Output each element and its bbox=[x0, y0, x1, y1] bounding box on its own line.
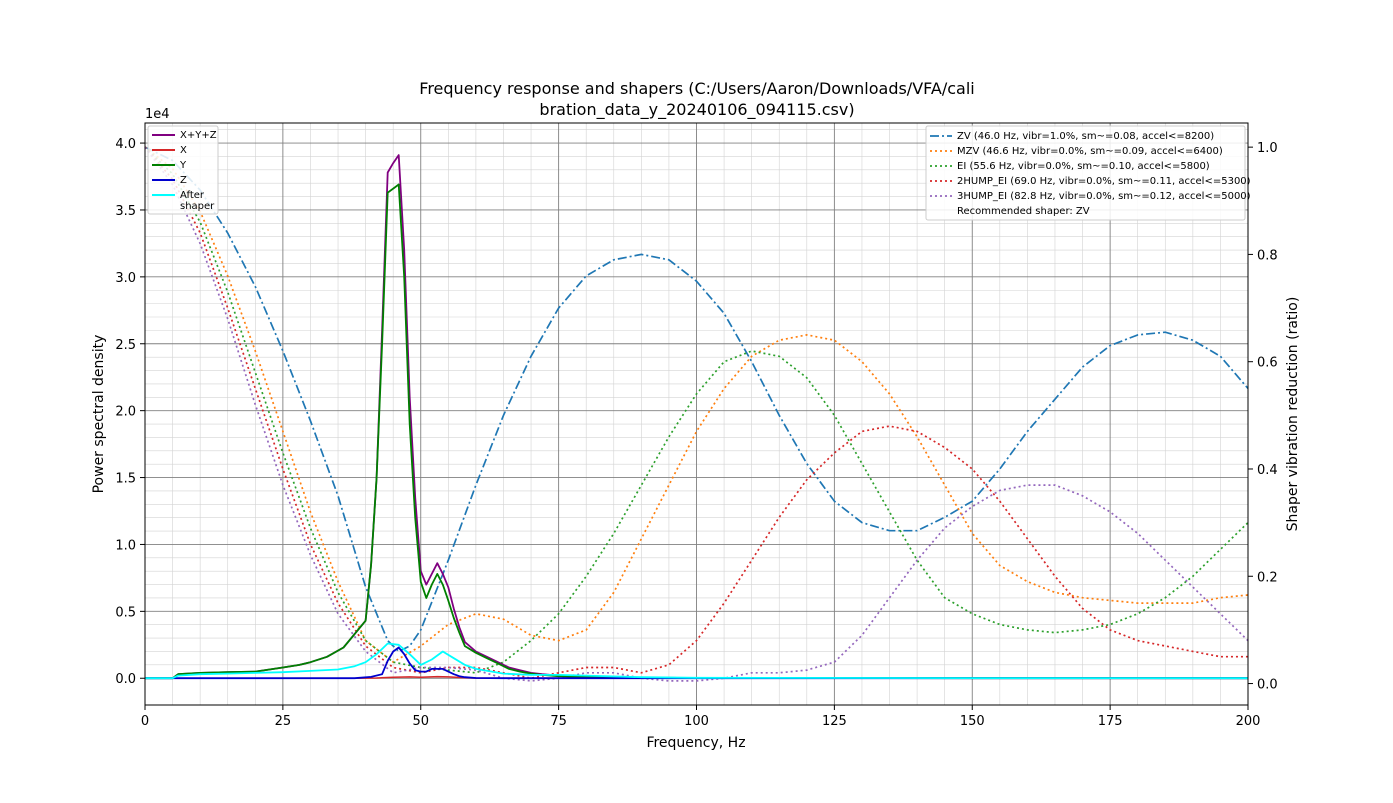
x-tick-label: 50 bbox=[412, 714, 429, 729]
shaper-line-4 bbox=[144, 146, 1249, 682]
y2-tick-label: 0.6 bbox=[1257, 356, 1278, 371]
legend-psd-label: shaper bbox=[180, 201, 215, 212]
x-tick-label: 25 bbox=[275, 714, 292, 729]
x-tick-label: 0 bbox=[141, 714, 149, 729]
legend-psd-label: Y bbox=[179, 160, 187, 171]
y-offset-label: 1e4 bbox=[145, 107, 170, 122]
x-tick-label: 150 bbox=[960, 714, 985, 729]
x-tick-label: 200 bbox=[1236, 714, 1261, 729]
psd-line-3 bbox=[145, 646, 1248, 680]
legend-shaper-label: 2HUMP_EI (69.0 Hz, vibr=0.0%, sm~=0.11, … bbox=[957, 176, 1251, 187]
y-tick-label: 4.0 bbox=[115, 137, 136, 152]
y-tick-label: 2.5 bbox=[115, 338, 136, 353]
y2-axis-label: Shaper vibration reduction (ratio) bbox=[1285, 297, 1301, 532]
x-tick-label: 100 bbox=[684, 714, 709, 729]
y2-tick-label: 1.0 bbox=[1257, 141, 1278, 156]
chart-title: Frequency response and shapers (C:/Users… bbox=[419, 79, 974, 120]
plot-area bbox=[144, 146, 1249, 682]
y2-tick-label: 0.0 bbox=[1257, 678, 1278, 693]
y-tick-label: 2.0 bbox=[115, 405, 136, 420]
chart-title-line-1: Frequency response and shapers (C:/Users… bbox=[419, 79, 974, 98]
shaper-line-2 bbox=[144, 146, 1249, 674]
legend-shapers-box bbox=[925, 125, 1246, 221]
legend-psd-label: After bbox=[180, 190, 205, 201]
recommended-shaper-text: Recommended shaper: ZV bbox=[957, 206, 1090, 217]
legend-shaper-label: ZV (46.0 Hz, vibr=1.0%, sm~=0.08, accel<… bbox=[957, 131, 1214, 142]
legend-psd-box bbox=[147, 125, 219, 215]
psd-line-4 bbox=[145, 642, 1249, 680]
legend-psd-label: Z bbox=[180, 175, 187, 186]
y-tick-label: 0.0 bbox=[115, 672, 136, 687]
shaper-line-1 bbox=[144, 146, 1249, 664]
shaper-line-3 bbox=[144, 146, 1248, 680]
y-tick-label: 3.5 bbox=[115, 204, 136, 219]
x-tick-label: 175 bbox=[1098, 714, 1123, 729]
legend-shapers: ZV (46.0 Hz, vibr=1.0%, sm~=0.08, accel<… bbox=[925, 125, 1251, 221]
legend-shaper-label: EI (55.6 Hz, vibr=0.0%, sm~=0.10, accel<… bbox=[957, 161, 1210, 172]
legend-shaper-label: MZV (46.6 Hz, vibr=0.0%, sm~=0.09, accel… bbox=[957, 146, 1223, 157]
y-tick-label: 3.0 bbox=[115, 271, 136, 286]
y2-tick-label: 0.2 bbox=[1257, 570, 1278, 585]
shaper-line-0 bbox=[144, 146, 1249, 653]
psd-line-2 bbox=[145, 183, 1248, 680]
y-axis-label: Power spectral density bbox=[91, 335, 107, 494]
y2-tick-label: 0.8 bbox=[1257, 248, 1278, 263]
legend-psd-label: X bbox=[180, 145, 187, 156]
y-tick-label: 1.5 bbox=[115, 472, 136, 487]
axes: 0 25 50 75 100 125 150 175 200 0.0 0.5 1.0 1.5 2.0 2.5… bbox=[115, 137, 1277, 729]
y2-tick-label: 0.4 bbox=[1257, 463, 1278, 478]
legend-shaper-label: 3HUMP_EI (82.8 Hz, vibr=0.0%, sm~=0.12, … bbox=[957, 191, 1251, 202]
y-tick-label: 0.5 bbox=[115, 605, 136, 620]
legend-psd-label: X+Y+Z bbox=[180, 130, 217, 141]
x-tick-label: 125 bbox=[822, 714, 847, 729]
x-axis-label: Frequency, Hz bbox=[646, 735, 745, 751]
y-tick-label: 1.0 bbox=[115, 538, 136, 553]
x-tick-label: 75 bbox=[550, 714, 567, 729]
chart-title-line-2: bration_data_y_20240106_094115.csv) bbox=[539, 100, 854, 120]
